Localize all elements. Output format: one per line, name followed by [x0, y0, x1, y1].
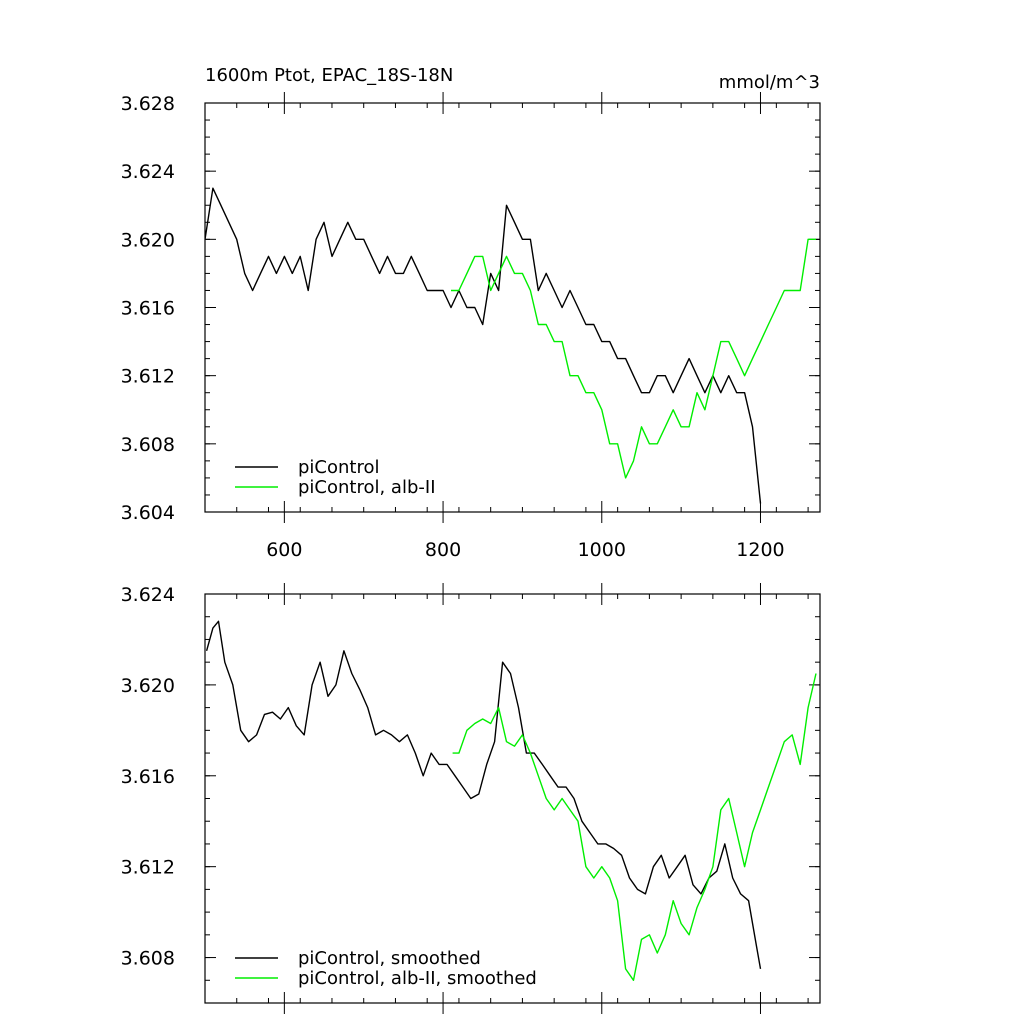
- y-tick-label: 3.624: [121, 161, 175, 183]
- legend-label: piControl: [298, 457, 380, 478]
- series-line-2: [451, 238, 816, 479]
- plot-frame: [204, 593, 821, 1004]
- y-tick-label: 3.616: [121, 298, 175, 320]
- x-tick-label: 800: [425, 539, 461, 561]
- series-line-2: [452, 673, 817, 981]
- y-tick-label: 3.608: [121, 948, 175, 970]
- series-line-1: [205, 187, 762, 504]
- x-tick-label: 1200: [736, 539, 784, 561]
- y-tick-label: 3.624: [121, 584, 175, 606]
- units-label: mmol/m^3: [719, 72, 820, 93]
- y-tick-label: 3.620: [121, 675, 175, 697]
- legend-label: piControl, smoothed: [298, 948, 481, 969]
- chart-panel-1: 3.604 3.608 3.612 3.616 3.620 3.624 3.628 600 80…: [121, 65, 821, 561]
- series-line-1: [205, 620, 762, 970]
- chart-title: 1600m Ptot, EPAC_18S-18N: [205, 65, 453, 86]
- legend-label: piControl, alb-II: [298, 477, 436, 498]
- y-tick-label: 3.604: [121, 502, 175, 524]
- x-tick-label: 1000: [578, 539, 626, 561]
- legend-label: piControl, alb-II, smoothed: [298, 968, 537, 989]
- plot-frame: [204, 102, 821, 513]
- y-tick-label: 3.628: [121, 93, 175, 115]
- y-tick-label: 3.620: [121, 229, 175, 251]
- chart-panel-2: 3.608 3.612 3.616 3.620 3.624 piControl, smoo…: [121, 583, 821, 1014]
- y-tick-label: 3.612: [121, 366, 175, 388]
- y-tick-label: 3.608: [121, 434, 175, 456]
- x-tick-label: 600: [266, 539, 302, 561]
- y-tick-label: 3.612: [121, 857, 175, 879]
- y-tick-label: 3.616: [121, 766, 175, 788]
